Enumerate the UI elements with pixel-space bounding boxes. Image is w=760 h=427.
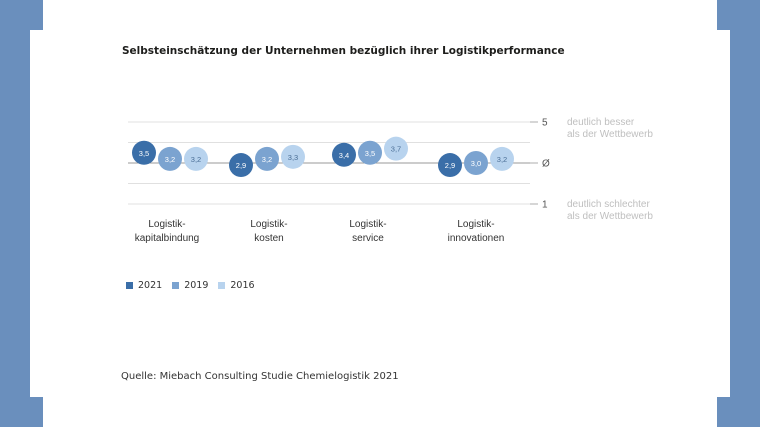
category-label: Logistik- <box>349 219 386 230</box>
legend: 2021 2019 2016 <box>126 280 255 291</box>
data-label: 3,2 <box>262 155 272 164</box>
category-label: kosten <box>254 233 283 244</box>
y-tick-label: Ø <box>542 159 550 170</box>
legend-swatch-2019 <box>172 282 180 289</box>
card-edge-right <box>716 30 730 397</box>
legend-swatch-2021 <box>126 282 133 289</box>
data-label: 3,7 <box>391 145 401 154</box>
data-point <box>255 146 279 171</box>
data-label: 3,2 <box>497 155 507 164</box>
y-tick-label: 5 <box>542 118 548 129</box>
data-point <box>158 146 182 171</box>
data-label: 3,3 <box>288 153 298 162</box>
data-label: 2,9 <box>445 161 455 170</box>
data-point <box>132 140 156 165</box>
data-label: 3,2 <box>165 155 175 164</box>
data-point <box>438 153 462 178</box>
data-point <box>384 136 408 161</box>
data-point <box>358 140 382 165</box>
legend-item-2021: 2021 <box>126 280 162 291</box>
category-label: Logistik- <box>457 219 494 230</box>
legend-label-2016: 2016 <box>230 280 255 291</box>
legend-label-2021: 2021 <box>138 280 163 291</box>
y-annotation-line: deutlich schlechter <box>567 199 650 210</box>
y-annotation-line: als der Wettbewerb <box>567 129 653 140</box>
data-point <box>332 142 356 167</box>
data-point <box>184 146 208 171</box>
category-label: service <box>352 233 384 244</box>
legend-label-2019: 2019 <box>184 280 209 291</box>
data-label: 3,4 <box>339 151 349 160</box>
source-note: Quelle: Miebach Consulting Studie Chemie… <box>121 371 399 382</box>
category-label: innovationen <box>448 233 505 244</box>
y-tick-label: 1 <box>542 200 548 211</box>
data-point <box>229 153 253 178</box>
data-label: 3,0 <box>471 159 481 168</box>
data-label: 3,2 <box>191 155 201 164</box>
card-edge-left <box>30 30 44 397</box>
data-point <box>490 146 514 171</box>
category-label: Logistik- <box>148 219 185 230</box>
y-annotation-line: deutlich besser <box>567 117 635 128</box>
data-point <box>281 144 305 169</box>
legend-swatch-2016 <box>218 282 226 289</box>
data-point <box>464 151 488 175</box>
data-label: 3,5 <box>365 149 375 158</box>
chart-title: Selbsteinschätzung der Unternehmen bezüg… <box>122 45 565 57</box>
legend-item-2019: 2019 <box>172 280 208 291</box>
y-annotation-line: als der Wettbewerb <box>567 211 653 222</box>
legend-item-2016: 2016 <box>218 280 255 291</box>
data-label: 2,9 <box>236 161 246 170</box>
category-label: Logistik- <box>250 219 287 230</box>
data-label: 3,5 <box>139 149 149 158</box>
chart-card <box>43 0 717 427</box>
category-label: kapitalbindung <box>135 233 200 244</box>
